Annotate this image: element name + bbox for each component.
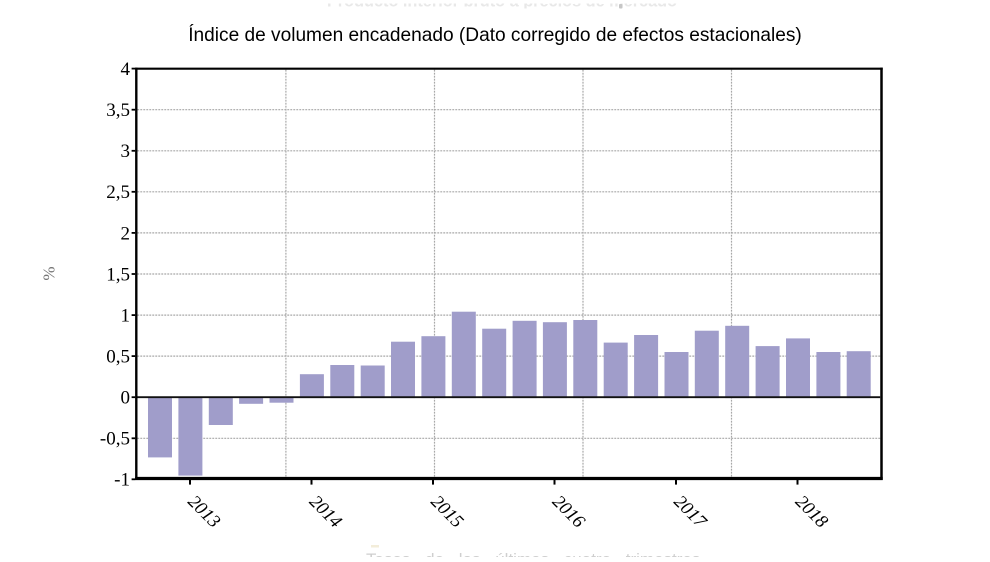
- svg-text:Tasas de los últimos cuatro tr: Tasas de los últimos cuatro trimestres: [366, 550, 700, 557]
- svg-text:%: %: [40, 266, 59, 280]
- svg-text:4: 4: [121, 59, 131, 80]
- svg-text:-0,5: -0,5: [100, 429, 130, 450]
- svg-text:Índice de volumen encadenado (: Índice de volumen encadenado (Dato corre…: [188, 25, 802, 46]
- svg-text:2: 2: [121, 223, 131, 244]
- svg-text:-1: -1: [114, 470, 130, 491]
- svg-text:1: 1: [121, 306, 131, 327]
- svg-text:Producto interior bruto a prec: Producto interior bruto a precios de mer…: [327, 0, 677, 11]
- svg-text:3: 3: [121, 141, 131, 162]
- svg-text:1,5: 1,5: [106, 264, 130, 285]
- svg-text:0: 0: [121, 388, 131, 409]
- svg-text:2,5: 2,5: [106, 182, 130, 203]
- svg-text:0,5: 0,5: [106, 347, 130, 368]
- svg-text:3,5: 3,5: [106, 100, 130, 121]
